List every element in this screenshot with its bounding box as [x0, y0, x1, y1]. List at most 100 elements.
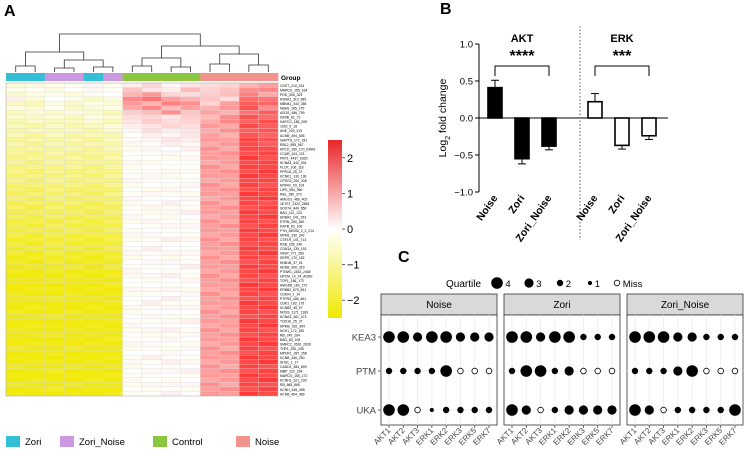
heat-cell	[258, 205, 279, 211]
dot-legend-label: Miss	[623, 279, 643, 290]
peptide-label: MARCS_155_164	[280, 88, 307, 92]
heat-cell	[180, 91, 201, 97]
heat-cell	[239, 155, 259, 161]
heat-cell	[103, 264, 123, 270]
heat-cell	[25, 123, 45, 129]
heat-cell	[219, 105, 240, 111]
heat-cell	[219, 377, 240, 383]
heat-cell	[103, 268, 123, 274]
heat-cell	[141, 368, 162, 374]
heat-cell	[122, 296, 143, 301]
heat-cell	[103, 214, 123, 220]
peptide-label: NOSS_1171_1183	[280, 311, 308, 315]
heat-cell	[219, 241, 240, 247]
legend-label-noise: Noise	[255, 437, 279, 448]
heat-cell	[239, 386, 259, 392]
heat-cell	[122, 255, 143, 261]
quartile-dot	[455, 332, 466, 342]
facet-panel	[626, 314, 744, 426]
heat-cell	[5, 128, 26, 134]
heat-cell	[103, 332, 123, 338]
heat-cell	[239, 282, 259, 288]
heat-cell	[258, 105, 279, 111]
heat-cell	[44, 205, 65, 211]
heat-cell	[44, 345, 65, 351]
peptide-label: ANE_203_319	[280, 129, 302, 133]
heat-cell	[44, 191, 65, 197]
heat-cell	[219, 345, 240, 351]
heat-cell	[180, 137, 201, 143]
heat-cell	[83, 178, 104, 183]
heat-cell	[219, 277, 240, 283]
heat-cell	[141, 137, 162, 143]
heat-cell	[5, 300, 26, 306]
heat-cell	[219, 132, 240, 138]
quartile-dot	[485, 406, 493, 414]
heat-cell	[141, 345, 162, 351]
heat-cell	[180, 182, 201, 188]
heat-cell	[44, 305, 65, 310]
heat-cell	[103, 128, 123, 134]
heat-cell	[141, 386, 162, 392]
heat-cell	[161, 191, 181, 197]
heat-cell	[44, 273, 65, 279]
heat-cell	[258, 368, 279, 374]
heat-cell	[141, 373, 162, 378]
quartile-dot	[471, 367, 478, 375]
heat-cell	[5, 259, 26, 265]
heat-cell	[25, 355, 45, 360]
heat-cell	[83, 119, 104, 124]
heat-cell	[64, 332, 84, 338]
heat-cell	[103, 237, 123, 242]
heat-cell	[44, 296, 65, 301]
heat-cell	[200, 228, 220, 233]
heat-cell	[25, 137, 45, 143]
legend-label-zori: Zori	[25, 437, 41, 448]
heat-cell	[5, 218, 26, 224]
heat-cell	[219, 246, 240, 251]
heat-cell	[83, 223, 104, 229]
heat-cell	[200, 150, 220, 156]
heat-cell	[258, 305, 279, 310]
heat-cell	[258, 273, 279, 279]
heat-cell	[103, 241, 123, 247]
heat-cell	[44, 327, 65, 333]
heat-cell	[219, 214, 240, 220]
heat-cell	[83, 341, 104, 347]
peptide-label: ERBA2_241_253	[280, 215, 306, 219]
heat-cell	[83, 114, 104, 120]
heat-cell	[64, 277, 84, 283]
heat-cell	[200, 137, 220, 143]
heat-cell	[25, 164, 45, 170]
heat-cell	[219, 141, 240, 147]
heat-cell	[122, 146, 143, 152]
heat-cell	[200, 187, 220, 192]
heat-cell	[122, 314, 143, 320]
heat-cell	[200, 214, 220, 220]
quartile-dot	[551, 406, 559, 414]
dot-legend-marker	[556, 279, 564, 287]
heat-cell	[5, 169, 26, 174]
significance-stars: ****	[510, 48, 536, 65]
heat-cell	[258, 287, 279, 292]
heat-cell	[103, 164, 123, 170]
heat-cell	[180, 309, 201, 315]
heat-cell	[200, 359, 220, 365]
heat-cell	[25, 309, 45, 315]
quartile-dot	[644, 405, 654, 415]
group-cell-zori-noise	[103, 73, 123, 81]
group-cell-noise	[258, 73, 279, 81]
heat-cell	[219, 169, 240, 174]
quartile-dot	[686, 365, 698, 377]
heat-cell	[5, 132, 26, 138]
heat-cell	[25, 101, 45, 106]
heat-cell	[258, 345, 279, 351]
heat-cell	[258, 146, 279, 152]
heat-cell	[25, 187, 45, 192]
quartile-dot	[412, 332, 423, 342]
heat-cell	[258, 87, 279, 93]
heat-cell	[25, 273, 45, 279]
heat-cell	[258, 341, 279, 347]
dendrogram-branch	[25, 51, 85, 66]
heat-cell	[83, 268, 104, 274]
